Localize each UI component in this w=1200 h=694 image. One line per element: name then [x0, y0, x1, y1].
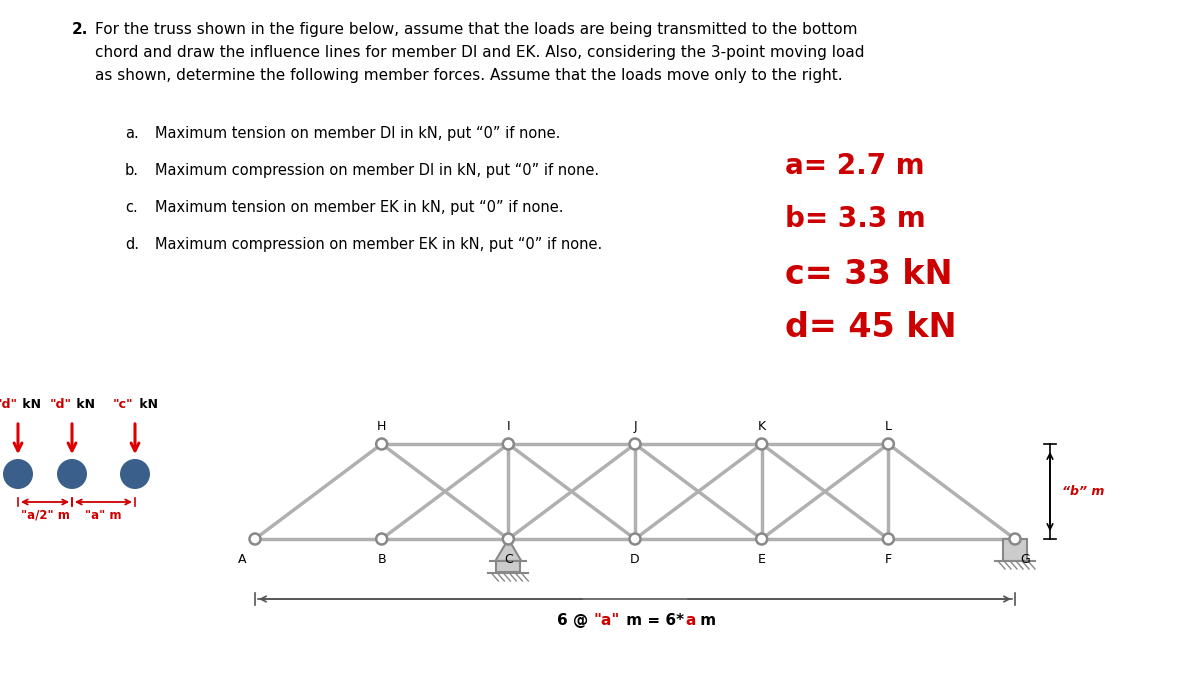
Circle shape [376, 439, 388, 450]
Polygon shape [496, 539, 521, 561]
Circle shape [503, 534, 514, 545]
Bar [497, 561, 521, 572]
Circle shape [756, 439, 767, 450]
Text: G: G [1020, 553, 1030, 566]
Text: 2.: 2. [72, 22, 89, 37]
Circle shape [120, 459, 150, 489]
Text: c= 33 kN: c= 33 kN [785, 258, 953, 291]
Text: L: L [884, 420, 892, 433]
Text: a.: a. [125, 126, 139, 141]
Circle shape [883, 534, 894, 545]
Text: a: a [685, 613, 696, 628]
Text: m: m [695, 613, 716, 628]
Text: For the truss shown in the figure below, assume that the loads are being transmi: For the truss shown in the figure below,… [95, 22, 864, 83]
Circle shape [883, 439, 894, 450]
Circle shape [503, 439, 514, 450]
Circle shape [58, 459, 88, 489]
Text: Maximum compression on member DI in kN, put “0” if none.: Maximum compression on member DI in kN, … [155, 163, 599, 178]
Text: E: E [757, 553, 766, 566]
Text: Maximum tension on member DI in kN, put “0” if none.: Maximum tension on member DI in kN, put … [155, 126, 560, 141]
Text: b.: b. [125, 163, 139, 178]
Text: I: I [506, 420, 510, 433]
Text: m = 6*: m = 6* [622, 613, 684, 628]
Circle shape [250, 534, 260, 545]
Text: “b” m: “b” m [1062, 485, 1104, 498]
Text: b= 3.3 m: b= 3.3 m [785, 205, 925, 233]
Circle shape [630, 534, 641, 545]
Text: d.: d. [125, 237, 139, 252]
Text: F: F [884, 553, 892, 566]
Text: kN: kN [134, 398, 158, 411]
Text: Maximum tension on member EK in kN, put “0” if none.: Maximum tension on member EK in kN, put … [155, 200, 564, 215]
Circle shape [2, 459, 34, 489]
Text: B: B [377, 553, 386, 566]
Text: d= 45 kN: d= 45 kN [785, 311, 956, 344]
Text: J: J [634, 420, 637, 433]
Text: Maximum compression on member EK in kN, put “0” if none.: Maximum compression on member EK in kN, … [155, 237, 602, 252]
Text: 6 @: 6 @ [557, 613, 593, 628]
Circle shape [630, 439, 641, 450]
Text: "c": "c" [113, 398, 133, 411]
Text: A: A [238, 553, 246, 566]
Text: "a" m: "a" m [85, 509, 121, 522]
Text: kN: kN [72, 398, 95, 411]
Bar [1003, 539, 1027, 561]
Text: "d": "d" [0, 398, 18, 411]
Text: c.: c. [125, 200, 138, 215]
Text: K: K [757, 420, 766, 433]
Text: H: H [377, 420, 386, 433]
Text: "d": "d" [49, 398, 72, 411]
Text: "a": "a" [594, 613, 620, 628]
Circle shape [756, 534, 767, 545]
Circle shape [1009, 534, 1020, 545]
Text: "a/2" m: "a/2" m [20, 509, 70, 522]
Text: kN: kN [18, 398, 41, 411]
Text: D: D [630, 553, 640, 566]
Circle shape [376, 534, 388, 545]
Text: a= 2.7 m: a= 2.7 m [785, 152, 925, 180]
Text: C: C [504, 553, 512, 566]
